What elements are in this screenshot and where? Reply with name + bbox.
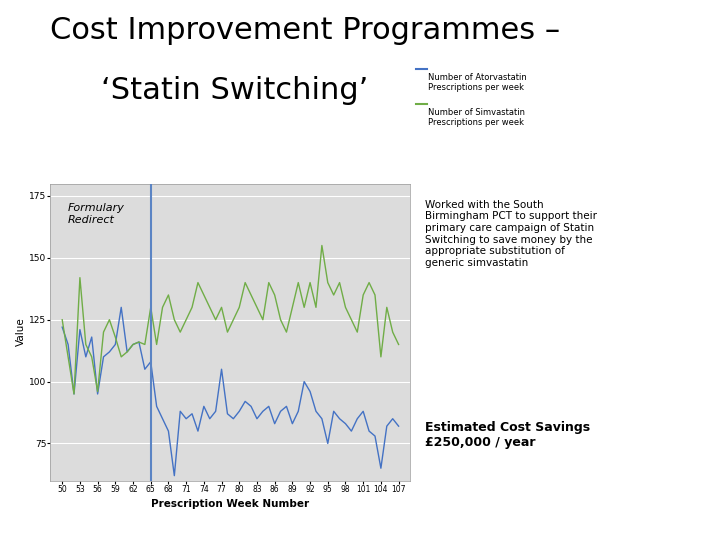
Text: Cost Improvement Programmes –: Cost Improvement Programmes – (50, 16, 561, 45)
X-axis label: Prescription Week Number: Prescription Week Number (151, 500, 310, 509)
Text: Number of Atorvastatin
Prescriptions per week: Number of Atorvastatin Prescriptions per… (428, 73, 527, 92)
Text: ‘Statin Switching’: ‘Statin Switching’ (101, 76, 368, 105)
Text: Formulary
Redirect: Formulary Redirect (68, 204, 125, 225)
Y-axis label: Value: Value (17, 318, 26, 347)
Text: Worked with the South
Birmingham PCT to support their
primary care campaign of S: Worked with the South Birmingham PCT to … (425, 200, 597, 268)
Text: Estimated Cost Savings
£250,000 / year: Estimated Cost Savings £250,000 / year (425, 421, 590, 449)
Text: Number of Simvastatin
Prescriptions per week: Number of Simvastatin Prescriptions per … (428, 108, 526, 127)
